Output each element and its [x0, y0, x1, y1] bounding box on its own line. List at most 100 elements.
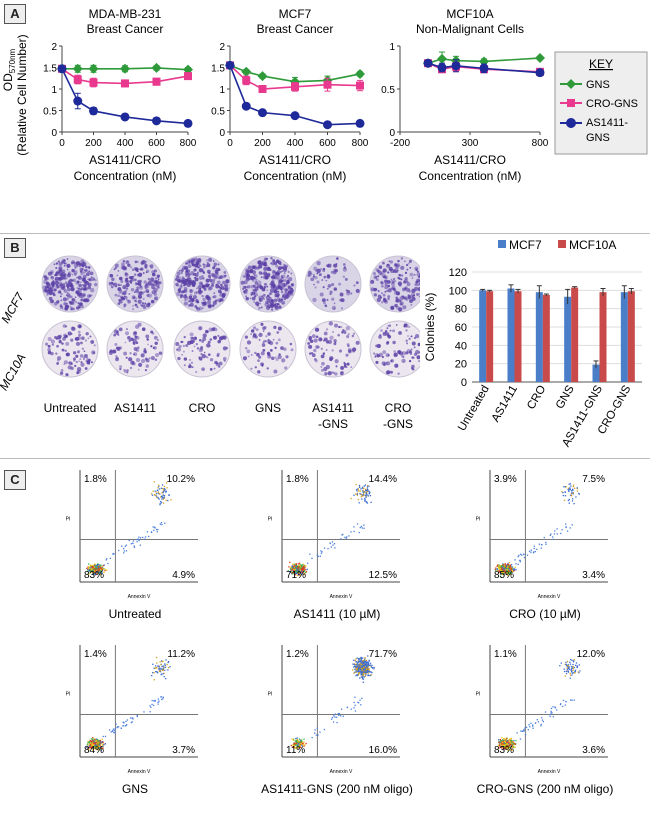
- colony: [198, 356, 201, 359]
- event-dot: [100, 742, 102, 744]
- event-dot: [96, 745, 98, 747]
- event-dot: [152, 490, 154, 492]
- event-dot: [365, 495, 368, 497]
- event-dot: [362, 671, 365, 673]
- event-dot: [300, 570, 302, 572]
- event-dot: [357, 488, 359, 490]
- colony: [211, 304, 215, 308]
- colony: [351, 334, 355, 338]
- event-dot: [299, 564, 301, 566]
- colony: [224, 274, 227, 278]
- colony: [323, 275, 327, 279]
- event-dot: [301, 564, 303, 566]
- event-dot: [301, 569, 304, 571]
- y-tick-label: 0: [461, 377, 467, 389]
- event-dot: [300, 746, 302, 749]
- event-dot: [570, 669, 572, 671]
- event-dot: [500, 566, 503, 569]
- colony: [206, 330, 209, 333]
- colony: [281, 300, 286, 305]
- colony: [275, 341, 279, 345]
- event-dot: [516, 732, 518, 734]
- colony: [125, 282, 130, 288]
- colony: [190, 336, 193, 339]
- colony: [146, 293, 150, 297]
- event-dot: [99, 566, 102, 568]
- event-dot: [94, 565, 96, 567]
- colony: [135, 348, 140, 352]
- event-dot: [151, 494, 154, 496]
- event-dot: [364, 660, 367, 663]
- legend-label: MCF10A: [569, 238, 616, 252]
- colony: [307, 273, 311, 277]
- event-dot: [512, 569, 515, 571]
- event-dot: [350, 531, 352, 533]
- colony: [91, 350, 96, 355]
- colony: [327, 371, 332, 376]
- colony: [81, 336, 85, 340]
- event-dot: [101, 741, 103, 744]
- event-dot: [367, 662, 370, 664]
- colony: [336, 257, 339, 260]
- colony: [333, 263, 338, 268]
- event-dot: [316, 554, 318, 556]
- colony: [199, 287, 202, 290]
- event-dot: [514, 559, 516, 561]
- colony: [352, 332, 356, 335]
- event-dot: [98, 741, 100, 744]
- colony: [382, 268, 387, 273]
- event-dot: [365, 496, 367, 498]
- colony: [140, 353, 145, 358]
- colony: [225, 279, 230, 284]
- colony: [180, 290, 185, 294]
- colony: [242, 287, 245, 291]
- event-dot: [300, 572, 302, 575]
- colony: [64, 349, 67, 353]
- event-dot: [296, 741, 299, 744]
- colony: [394, 303, 398, 308]
- colony: [150, 299, 155, 304]
- event-dot: [366, 671, 368, 673]
- event-dot: [575, 664, 577, 666]
- colony: [207, 296, 212, 301]
- event-dot: [359, 661, 362, 663]
- event-dot: [511, 566, 513, 568]
- event-dot: [505, 571, 507, 573]
- colony: [192, 294, 198, 300]
- y-tick-label: 1: [389, 42, 395, 53]
- colony: [403, 280, 407, 284]
- event-dot: [356, 665, 358, 668]
- event-dot: [99, 742, 101, 744]
- quadrant-ur: 71.7%: [369, 649, 397, 660]
- colony: [245, 273, 248, 276]
- colony: [334, 359, 339, 364]
- colony: [255, 278, 258, 281]
- colony: [139, 285, 143, 290]
- colony: [323, 331, 328, 336]
- colony: [200, 353, 203, 356]
- event-dot: [159, 669, 161, 671]
- legend-cro-gns: CRO-GNS: [586, 98, 638, 110]
- event-dot: [510, 570, 512, 572]
- colony: [147, 277, 151, 281]
- colony: [218, 361, 223, 366]
- event-dot: [353, 659, 355, 661]
- event-dot: [161, 523, 163, 526]
- colony: [266, 285, 269, 288]
- event-dot: [510, 566, 512, 569]
- colony: [189, 294, 193, 298]
- event-dot: [289, 567, 292, 569]
- colony: [387, 324, 390, 327]
- event-dot: [90, 565, 93, 567]
- event-dot: [576, 487, 578, 490]
- event-dot: [297, 742, 299, 744]
- event-dot: [304, 567, 306, 569]
- colony: [206, 259, 208, 262]
- colony: [331, 305, 337, 311]
- event-dot: [115, 723, 117, 725]
- event-dot: [301, 572, 304, 574]
- event-dot: [302, 569, 304, 571]
- event-dot: [362, 664, 365, 666]
- event-dot: [101, 567, 103, 570]
- event-dot: [362, 671, 364, 673]
